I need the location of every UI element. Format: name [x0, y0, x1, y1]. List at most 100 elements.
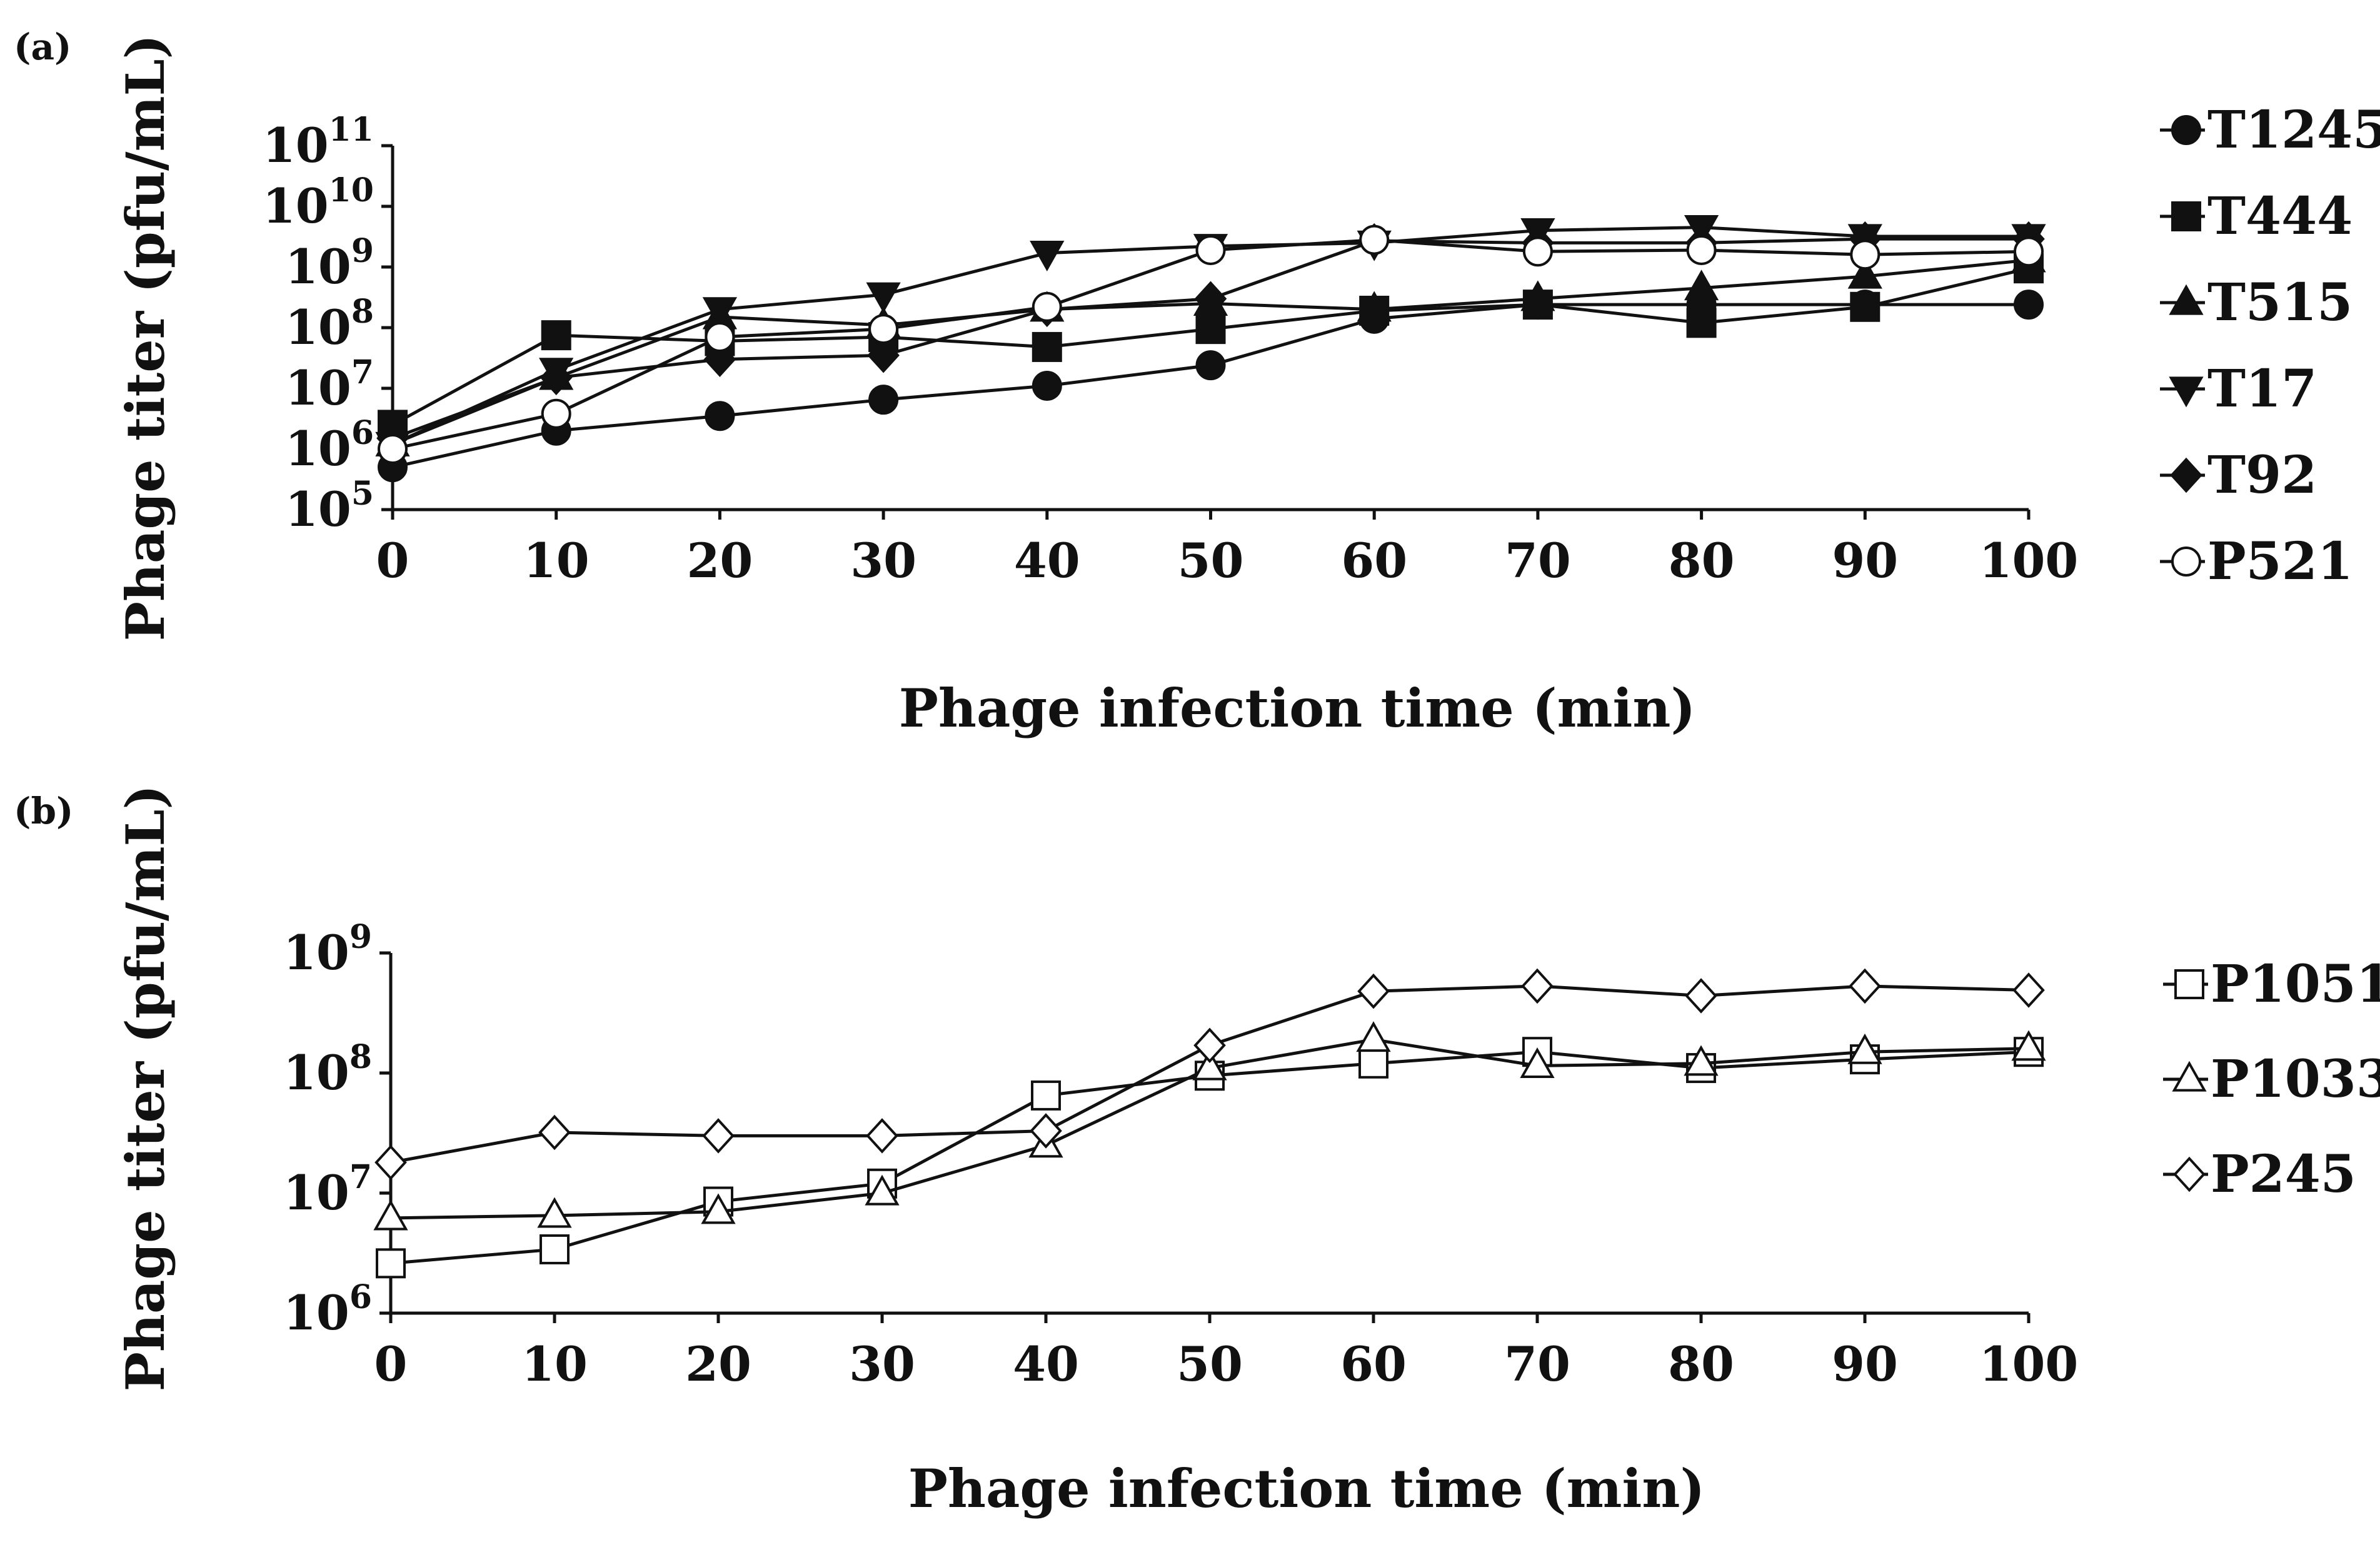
data-point-T17: [866, 282, 901, 313]
data-point-P1033: [1192, 1049, 1227, 1081]
legend-item-T92: T92: [2160, 445, 2317, 505]
data-point-P521: [868, 314, 899, 345]
data-point-T1245: [1032, 370, 1062, 401]
y-tick-label: 1010: [263, 171, 374, 234]
data-point-P1033: [2011, 1030, 2046, 1061]
data-point-P1033: [865, 1174, 900, 1206]
y-tick-label: 108: [283, 1038, 372, 1101]
legend-label: P245: [2211, 1144, 2356, 1204]
data-point-T1245: [1195, 350, 1226, 381]
x-tick-label: 50: [1178, 533, 1244, 588]
legend-label: P521: [2207, 532, 2353, 592]
y-tick-label: 106: [285, 414, 374, 476]
data-point-T17: [702, 297, 738, 328]
data-point-P245: [2012, 972, 2045, 1008]
data-point-T515: [1520, 280, 1555, 311]
data-point-P245: [1849, 968, 1881, 1004]
data-point-P245: [702, 1118, 735, 1154]
legend-label: T515: [2207, 273, 2352, 333]
legend-label: T17: [2207, 359, 2317, 419]
x-tick-label: 100: [1979, 1336, 2079, 1392]
series-group-b: [373, 968, 2046, 1279]
legend-marker-T1245: [2171, 115, 2201, 145]
data-point-T444: [1850, 291, 1880, 322]
y-tick-label: 108: [285, 293, 374, 355]
x-tick-label: 30: [850, 533, 916, 588]
legend-item-P1033: P1033: [2163, 1049, 2380, 1109]
legend-b: P1051 P1033 P245: [2163, 954, 2380, 1204]
y-tick-label: 107: [285, 353, 374, 416]
x-tick-label: 0: [376, 533, 409, 588]
axes-b: 106 107 108 109 0 10 20 30 40 50 60 70 80 90 100: [283, 918, 2078, 1392]
legend-item-T17: T17: [2160, 359, 2317, 419]
x-tick-label: 60: [1341, 533, 1407, 588]
data-point-T17: [1030, 241, 1065, 272]
data-point-P245: [1685, 978, 1717, 1014]
data-point-P1033: [373, 1199, 408, 1231]
data-point-T1245: [868, 385, 899, 415]
legend-item-T1245: T1245: [2160, 100, 2380, 160]
x-tick-label: 20: [685, 1336, 751, 1392]
x-tick-label: 50: [1177, 1336, 1243, 1392]
data-point-T444: [1686, 308, 1717, 338]
y-axis-title-b: Phage titer (pfu/mL): [114, 785, 176, 1392]
x-axis-title-b: Phage infection time (min): [908, 1458, 1705, 1519]
legend-marker-P1033: [2172, 1061, 2207, 1092]
legend-marker-T17: [2169, 376, 2204, 408]
legend-label: T444: [2207, 186, 2352, 246]
data-point-T444: [541, 320, 571, 351]
legend-a: T1245 T444 T515 T17 T92 P521: [2160, 100, 2380, 592]
legend-label: T92: [2207, 445, 2317, 505]
y-tick-label: 107: [283, 1158, 372, 1221]
x-axis-title-a: Phage infection time (min): [899, 677, 1695, 739]
data-point-P245: [1030, 1113, 1062, 1149]
data-point-T515: [1847, 258, 1882, 289]
data-point-T92: [540, 360, 573, 396]
y-tick-label: 105: [285, 475, 374, 537]
data-point-P521: [2014, 236, 2044, 267]
x-tick-label: 80: [1668, 1336, 1734, 1392]
data-point-P521: [705, 322, 735, 353]
legend-item-P1051: P1051: [2163, 954, 2380, 1014]
y-tick-label: 109: [283, 918, 372, 980]
legend-marker-T92: [2170, 457, 2202, 493]
data-point-T1245: [705, 401, 735, 431]
data-point-P521: [1686, 234, 1717, 265]
legend-item-T444: T444: [2160, 186, 2352, 246]
legend-marker-T444: [2171, 201, 2201, 231]
data-point-P245: [538, 1114, 571, 1151]
panel-label-b: (b): [14, 790, 73, 832]
data-point-P521: [1359, 224, 1390, 255]
data-point-P1033: [537, 1197, 572, 1228]
data-point-P521: [1195, 234, 1226, 265]
data-point-T92: [867, 337, 900, 373]
data-point-T515: [1357, 291, 1392, 322]
data-point-P1033: [1356, 1021, 1391, 1052]
x-tick-label: 70: [1504, 1336, 1570, 1392]
x-tick-label: 90: [1832, 533, 1898, 588]
legend-item-T515: T515: [2160, 273, 2352, 333]
data-point-P1033: [701, 1193, 736, 1224]
legend-label: T1245: [2207, 100, 2380, 160]
data-point-T92: [703, 341, 736, 377]
y-tick-label: 1011: [263, 111, 374, 173]
data-point-T444: [1032, 331, 1062, 362]
data-point-P245: [866, 1118, 898, 1154]
x-tick-label: 60: [1340, 1336, 1407, 1392]
data-point-P521: [541, 398, 571, 429]
panel-b: (b) 106 107 108 109 0 10 20 30 40 50 60 70 80 90 100 P…: [14, 785, 2380, 1519]
legend-marker-P245: [2173, 1156, 2206, 1192]
x-tick-label: 100: [1979, 533, 2079, 588]
legend-item-P521: P521: [2160, 532, 2353, 592]
x-tick-label: 10: [523, 533, 590, 588]
data-point-T92: [1194, 281, 1227, 316]
data-point-P1051: [1031, 1080, 1061, 1111]
data-point-T444: [1195, 314, 1226, 345]
legend-label: P1033: [2211, 1049, 2380, 1109]
data-point-P245: [1193, 1027, 1226, 1064]
y-axis-title-a: Phage titer (pfu/mL): [114, 34, 176, 642]
series-line-P521: [392, 238, 2029, 451]
x-tick-label: 70: [1505, 533, 1571, 588]
